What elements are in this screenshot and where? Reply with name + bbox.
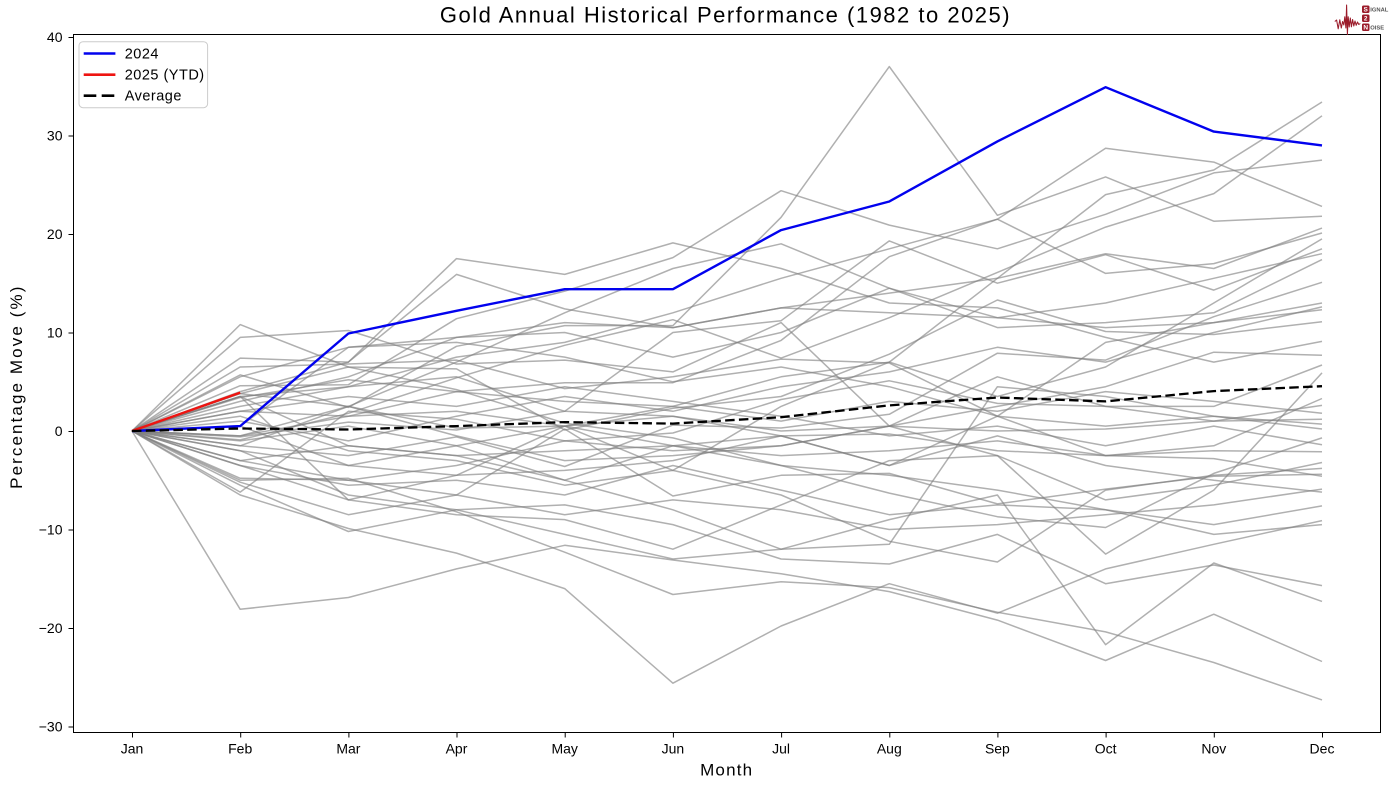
svg-text:Gold Annual Historical Perform: Gold Annual Historical Performance (1982…	[440, 3, 1011, 28]
svg-text:Mar: Mar	[336, 741, 360, 757]
svg-text:2025 (YTD): 2025 (YTD)	[125, 68, 205, 84]
svg-text:Jul: Jul	[772, 741, 790, 757]
svg-text:N: N	[1363, 25, 1368, 32]
svg-text:Oct: Oct	[1095, 741, 1117, 757]
svg-text:40: 40	[47, 29, 63, 45]
svg-text:−30: −30	[39, 718, 63, 734]
svg-text:Average: Average	[125, 89, 182, 105]
svg-text:Nov: Nov	[1201, 741, 1226, 757]
svg-text:OISE: OISE	[1370, 25, 1384, 31]
svg-text:Jan: Jan	[121, 741, 144, 757]
svg-text:Sep: Sep	[985, 741, 1010, 757]
svg-text:Jun: Jun	[662, 741, 685, 757]
svg-text:−20: −20	[39, 620, 63, 636]
svg-text:Feb: Feb	[228, 741, 252, 757]
svg-text:20: 20	[47, 226, 63, 242]
svg-text:2024: 2024	[125, 46, 159, 62]
svg-text:30: 30	[47, 127, 63, 143]
svg-text:May: May	[551, 741, 577, 757]
svg-text:Dec: Dec	[1310, 741, 1335, 757]
svg-text:S: S	[1364, 7, 1369, 14]
svg-text:Apr: Apr	[446, 741, 468, 757]
svg-text:−10: −10	[39, 521, 63, 537]
svg-text:Month: Month	[700, 761, 753, 780]
svg-text:IGNAL: IGNAL	[1370, 7, 1388, 13]
svg-text:2: 2	[1364, 16, 1368, 23]
svg-text:10: 10	[47, 324, 63, 340]
svg-text:Aug: Aug	[877, 741, 902, 757]
svg-text:Percentage Move (%): Percentage Move (%)	[7, 285, 26, 489]
svg-text:0: 0	[55, 423, 63, 439]
